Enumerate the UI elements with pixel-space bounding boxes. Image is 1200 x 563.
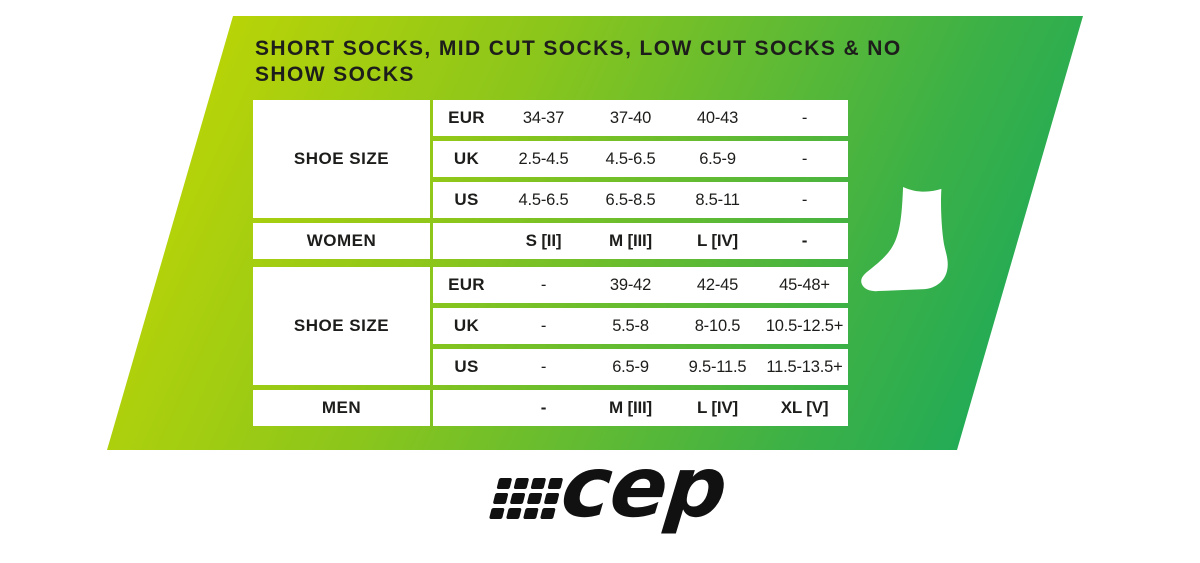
table-row-us: US - 6.5-9 9.5-11.5 11.5-13.5+ [433, 349, 848, 385]
men-sizes-row: - M [III] L [IV] XL [V] [433, 390, 848, 426]
table-cell: 34-37 [522, 108, 565, 127]
size-cell: L [IV] [697, 231, 738, 250]
table-cell: 40-43 [696, 108, 739, 127]
size-cell: L [IV] [697, 398, 738, 417]
shoe-size-label: SHOE SIZE [253, 100, 430, 218]
women-label: WOMEN [253, 223, 430, 259]
men-label: MEN [253, 390, 430, 426]
table-cell: - [801, 108, 808, 127]
row-label: EUR [448, 108, 485, 127]
size-cell: - [540, 398, 547, 417]
table-cell: 4.5-6.5 [605, 149, 656, 168]
table-cell: - [801, 190, 808, 209]
table-cell: 8-10.5 [694, 316, 741, 335]
size-cell: S [II] [525, 231, 562, 250]
table-cell: 6.5-9 [699, 149, 736, 168]
table-cell: 10.5-12.5+ [765, 316, 844, 335]
table-cell: 45-48+ [779, 275, 830, 294]
shoe-size-label: SHOE SIZE [253, 267, 430, 385]
table-cell: - [540, 316, 547, 335]
row-label: UK [453, 316, 480, 335]
size-cell: - [801, 231, 808, 250]
page-title-line-1: SHORT SOCKS, MID CUT SOCKS, LOW CUT SOCK… [255, 37, 902, 60]
row-label: US [454, 357, 479, 376]
table-cell: - [540, 275, 547, 294]
table-cell: 2.5-4.5 [518, 149, 569, 168]
table-row-uk: UK - 5.5-8 8-10.5 10.5-12.5+ [433, 308, 848, 344]
cep-logo-text: cep [556, 438, 732, 536]
size-cell: M [III] [609, 398, 652, 417]
women-sizes-row: S [II] M [III] L [IV] - [433, 223, 848, 259]
table-cell: 5.5-8 [612, 316, 649, 335]
table-cell: 11.5-13.5+ [766, 357, 843, 376]
table-row-us: US 4.5-6.5 6.5-8.5 8.5-11 - [433, 182, 848, 218]
table-cell: 39-42 [609, 275, 652, 294]
table-cell: - [540, 357, 547, 376]
table-row-eur: EUR - 39-42 42-45 45-48+ [433, 267, 848, 303]
table-cell: 6.5-9 [612, 357, 649, 376]
cep-logo: cep [489, 438, 749, 550]
women-size-table: SHOE SIZE EUR 34-37 37-40 40-43 - UK 2.5… [253, 100, 848, 259]
table-cell: - [801, 149, 808, 168]
table-cell: 37-40 [609, 108, 652, 127]
table-cell: 42-45 [696, 275, 739, 294]
men-size-table: SHOE SIZE EUR - 39-42 42-45 45-48+ UK - … [253, 267, 848, 426]
page-title: SHORT SOCKS, MID CUT SOCKS, LOW CUT SOCK… [255, 36, 1015, 88]
table-cell: 6.5-8.5 [605, 190, 656, 209]
size-cell: M [III] [609, 231, 652, 250]
cep-logo-grid-icon [489, 478, 564, 519]
row-label: UK [453, 149, 480, 168]
sock-icon [861, 186, 948, 292]
table-cell: 9.5-11.5 [688, 357, 747, 376]
table-cell: 8.5-11 [695, 190, 740, 209]
table-row-uk: UK 2.5-4.5 4.5-6.5 6.5-9 - [433, 141, 848, 177]
table-cell: 4.5-6.5 [518, 190, 569, 209]
table-row-eur: EUR 34-37 37-40 40-43 - [433, 100, 848, 136]
row-label: EUR [448, 275, 485, 294]
size-cell: XL [V] [780, 398, 829, 417]
row-label: US [454, 190, 479, 209]
page-title-line-2: SHOW SOCKS [255, 63, 415, 86]
